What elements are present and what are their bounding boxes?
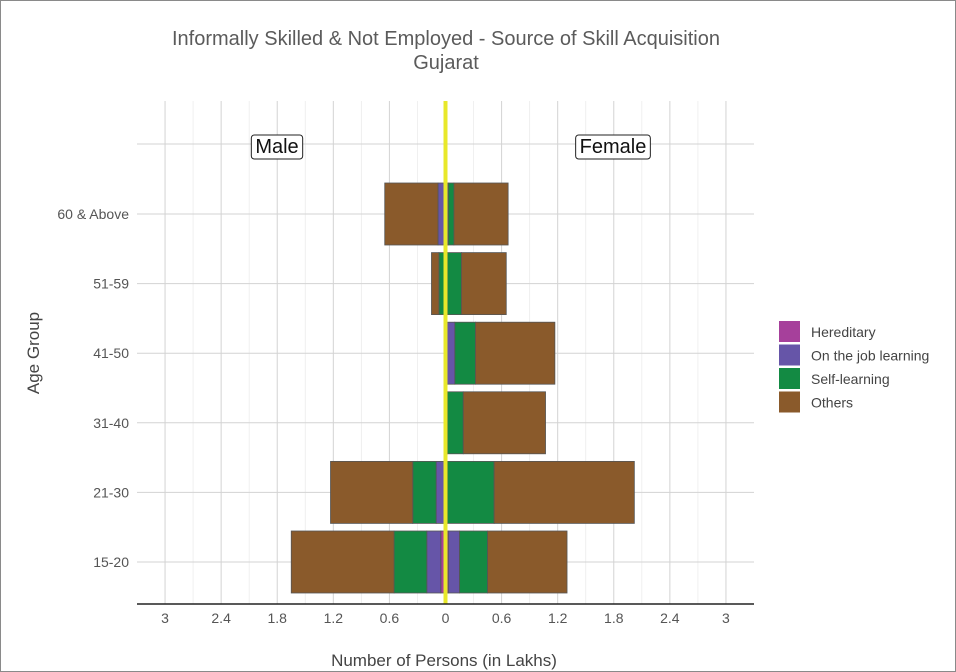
female-label: Female xyxy=(575,134,651,160)
bar-male xyxy=(412,460,437,524)
legend-swatch xyxy=(779,368,800,389)
legend-label: Hereditary xyxy=(811,324,876,340)
bar-male xyxy=(290,530,395,594)
x-tick-label: 0 xyxy=(442,610,450,626)
bar-female xyxy=(487,530,568,594)
annotation-text: Female xyxy=(580,136,647,158)
x-tick-label: 0.6 xyxy=(380,610,400,626)
x-tick-label: 0.6 xyxy=(492,610,512,626)
bar-female xyxy=(460,252,507,316)
legend-label: On the job learning xyxy=(811,348,929,364)
legend-swatch xyxy=(779,321,800,342)
bar-female xyxy=(459,530,488,594)
bar-female xyxy=(446,460,495,524)
bar-female xyxy=(453,182,509,246)
x-tick-label: 1.8 xyxy=(604,610,624,626)
x-tick-label: 2.4 xyxy=(211,610,231,626)
y-tick-label: 15-20 xyxy=(93,554,129,570)
legend-swatch xyxy=(779,391,800,413)
x-tick-label: 3 xyxy=(161,610,169,626)
y-tick-label: 60 & Above xyxy=(57,206,129,222)
bar-female xyxy=(493,460,635,524)
bar-male xyxy=(384,182,439,246)
x-tick-label: 2.4 xyxy=(660,610,680,626)
x-tick-label: 1.2 xyxy=(324,610,344,626)
bars xyxy=(290,182,635,594)
y-tick-label: 31-40 xyxy=(93,415,129,431)
legend-label: Others xyxy=(811,395,853,411)
x-axis-label: Number of Persons (in Lakhs) xyxy=(331,651,557,670)
x-tick-label: 1.2 xyxy=(548,610,568,626)
bar-female xyxy=(454,321,476,385)
gender-annotations: Male Female xyxy=(250,134,651,160)
legend-label: Self-learning xyxy=(811,371,890,387)
y-tick-label: 21-30 xyxy=(93,484,129,500)
bar-female xyxy=(446,252,462,316)
y-tick-label: 41-50 xyxy=(93,345,129,361)
annotation-box xyxy=(250,134,304,160)
x-axis: 3 2.4 1.8 1.2 0.6 0 0.6 1.2 1.8 2.4 3 xyxy=(137,603,754,626)
chart-title: Informally Skilled & Not Employed - Sour… xyxy=(172,28,720,50)
bar-female xyxy=(446,391,464,455)
bar-female xyxy=(475,321,556,385)
legend-swatch xyxy=(779,344,800,366)
bar-male xyxy=(426,530,442,594)
bar-male xyxy=(393,530,428,594)
y-axis: 15-20 21-30 31-40 41-50 51-59 60 & Above xyxy=(57,206,129,570)
bar-male xyxy=(431,252,440,316)
annotation-box xyxy=(575,134,651,160)
bar-female xyxy=(447,530,460,594)
y-tick-label: 51-59 xyxy=(93,276,129,292)
y-axis-label: Age Group xyxy=(24,312,43,394)
annotation-text: Male xyxy=(255,136,298,158)
legend: Hereditary On the job learning Self-learni… xyxy=(779,321,929,413)
bar-male xyxy=(330,460,414,524)
bar-female xyxy=(462,391,546,455)
bar-female xyxy=(447,182,455,246)
x-tick-label: 3 xyxy=(722,610,730,626)
male-label: Male xyxy=(250,134,304,160)
chart-subtitle: Gujarat xyxy=(413,52,479,74)
x-tick-label: 1.8 xyxy=(267,610,287,626)
